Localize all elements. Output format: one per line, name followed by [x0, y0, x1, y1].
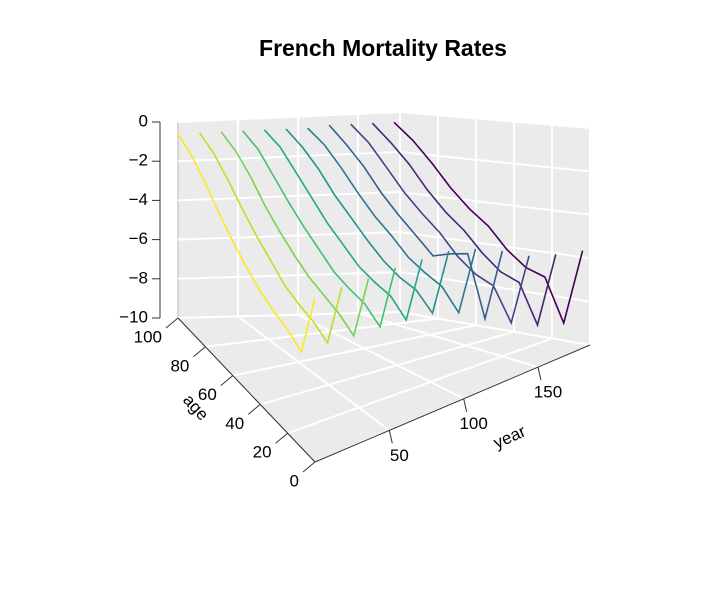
mortality-line — [350, 123, 530, 326]
z-tick-label: −4 — [129, 190, 148, 209]
x-tick — [463, 398, 468, 412]
grid-line — [259, 330, 515, 406]
x-tick-label: 100 — [459, 414, 487, 433]
y-tick-label: 0 — [290, 471, 299, 490]
mortality-line — [263, 129, 423, 322]
chart-title: French Mortality Rates — [259, 35, 507, 61]
grid-line — [177, 271, 401, 280]
grid-line — [177, 191, 401, 202]
y-tick — [165, 317, 179, 329]
y-tick-label: 100 — [134, 327, 162, 346]
mortality-line — [285, 128, 450, 316]
z-tick-label: −6 — [129, 229, 148, 248]
z-tick-label: −8 — [129, 268, 148, 287]
grid-line — [237, 315, 390, 432]
grid-line — [399, 151, 591, 173]
y-tick — [220, 375, 234, 386]
x-tick — [537, 367, 542, 381]
grid-line — [177, 151, 401, 163]
axis-line — [314, 344, 591, 463]
grid-line — [287, 337, 553, 435]
grid-line — [177, 311, 401, 319]
grid-line — [232, 324, 477, 377]
grid-line — [297, 313, 465, 400]
z-tick-label: −10 — [119, 307, 148, 326]
grid-line — [399, 311, 591, 346]
mortality-line — [242, 130, 397, 329]
x-tick-label: 150 — [534, 383, 562, 402]
side-pane — [399, 111, 591, 346]
x-tick-label: 50 — [390, 446, 409, 465]
y-tick — [193, 346, 206, 358]
mortality-line — [328, 124, 504, 322]
x-axis-title: year — [491, 422, 529, 453]
axis-line — [177, 317, 316, 463]
y-tick-label: 20 — [253, 443, 272, 462]
grid-line — [357, 312, 539, 369]
grid-line — [177, 111, 401, 123]
y-tick — [275, 432, 288, 444]
mortality-line — [307, 127, 477, 315]
mortality-line — [220, 131, 370, 338]
mortality-line — [393, 121, 584, 326]
mortality-line — [198, 132, 343, 345]
y-tick — [247, 404, 261, 415]
mortality-line — [177, 133, 316, 354]
y-tick-label: 80 — [170, 356, 189, 375]
y-tick-label: 60 — [198, 385, 217, 404]
grid-line — [399, 231, 591, 260]
grid-line — [399, 271, 591, 303]
y-tick — [302, 461, 316, 473]
mortality-line — [371, 122, 557, 328]
z-tick-label: −2 — [129, 151, 148, 170]
x-tick — [388, 430, 393, 444]
grid-line — [399, 111, 591, 129]
z-tick-label: 0 — [139, 111, 148, 130]
y-tick-label: 40 — [225, 414, 244, 433]
